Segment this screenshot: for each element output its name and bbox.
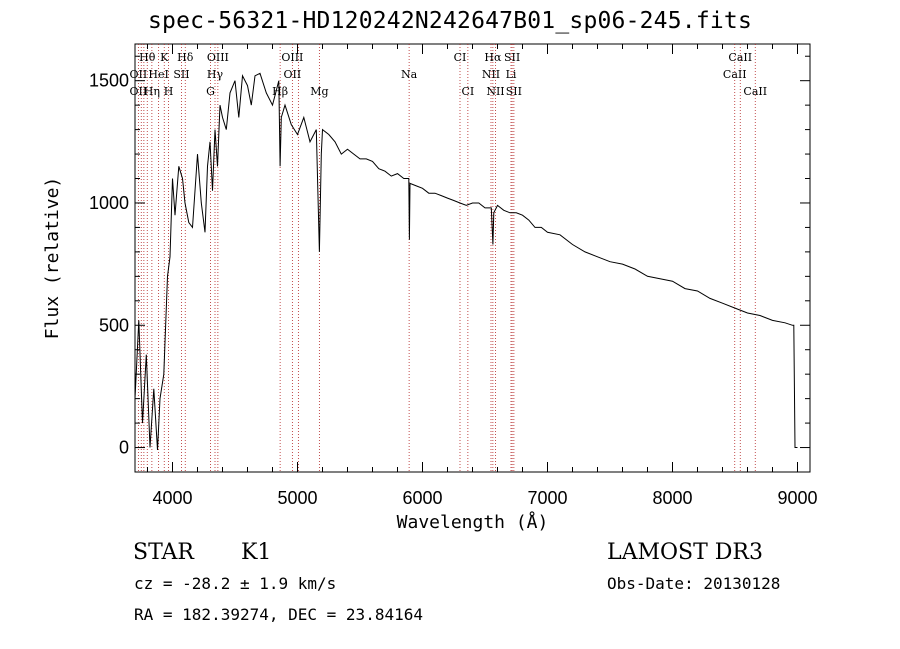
line-label-hei-10: HeI <box>148 68 168 81</box>
x-tick-label-9000: 9000 <box>777 488 817 508</box>
line-label-caii-17: CaII <box>723 68 747 81</box>
line-label-mg-23: Mg <box>310 85 328 98</box>
line-label-g-21: G <box>206 85 215 98</box>
line-label-nii-15: NII <box>482 68 500 81</box>
object-subclass: K1 <box>241 540 272 565</box>
line-label-oii-9: OII <box>130 68 148 81</box>
y-tick-label-1000: 1000 <box>89 193 129 213</box>
line-label-hγ-12: Hγ <box>207 68 224 81</box>
x-tick-label-8000: 8000 <box>652 488 692 508</box>
line-label-caii-8: CaII <box>728 51 752 64</box>
line-label-na-14: Na <box>401 68 418 81</box>
line-label-k-1: K <box>160 51 169 64</box>
line-label-h-20: H <box>164 85 174 98</box>
survey-name: LAMOST DR3 <box>607 540 763 565</box>
x-axis-label: Wavelength (Å) <box>397 511 549 533</box>
x-tick-label-7000: 7000 <box>527 488 567 508</box>
line-label-sii-7: SII <box>504 51 520 64</box>
line-label-oiii-3: OIII <box>207 51 229 64</box>
obs-date: Obs-Date: 20130128 <box>607 574 781 593</box>
line-label-hη-19: Hη <box>144 85 160 98</box>
y-tick-label-500: 500 <box>99 315 129 335</box>
redshift-cz: cz = -28.2 ± 1.9 km/s <box>134 574 337 593</box>
line-label-oiii-4: OIII <box>281 51 303 64</box>
object-class: STAR <box>133 540 194 565</box>
line-label-hα-6: Hα <box>484 51 502 64</box>
chart-title: spec-56321-HD120242N242647B01_sp06-245.f… <box>147 8 753 34</box>
line-label-caii-27: CaII <box>743 85 767 98</box>
y-tick-label-0: 0 <box>119 438 129 458</box>
line-label-hθ-0: Hθ <box>139 51 156 64</box>
x-tick-label-5000: 5000 <box>277 488 317 508</box>
spectrum-line <box>134 72 798 451</box>
plot-frame <box>134 43 811 473</box>
x-tick-label-6000: 6000 <box>402 488 442 508</box>
line-label-ci-5: CI <box>454 51 467 64</box>
line-label-hδ-2: Hδ <box>177 51 194 64</box>
line-label-sii-26: SII <box>506 85 522 98</box>
y-axis-label: Flux (relative) <box>42 177 63 340</box>
line-label-li-16: Li <box>506 68 517 81</box>
line-label-hβ-22: Hβ <box>272 85 288 98</box>
line-label-ci-24: CI <box>461 85 474 98</box>
line-label-nii-25: NII <box>486 85 504 98</box>
y-tick-label-1500: 1500 <box>89 71 129 91</box>
line-label-oii-18: OII <box>130 85 148 98</box>
x-tick-label-4000: 4000 <box>152 488 192 508</box>
ra-dec: RA = 182.39274, DEC = 23.84164 <box>134 605 423 624</box>
line-label-oii-13: OII <box>284 68 302 81</box>
line-label-sii-11: SII <box>173 68 189 81</box>
